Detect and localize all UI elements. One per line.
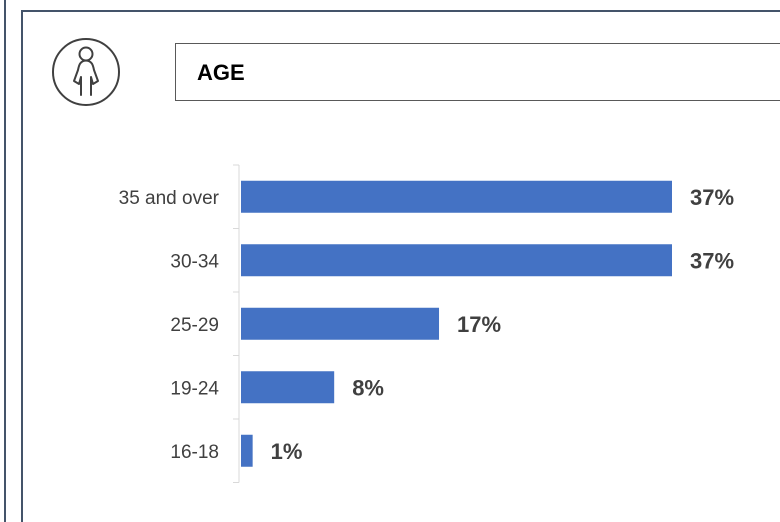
bar — [241, 180, 672, 213]
value-label: 8% — [352, 375, 384, 400]
left-panel-edge — [0, 0, 6, 522]
value-label: 37% — [690, 248, 734, 273]
female-person-icon — [50, 36, 122, 108]
category-label: 16-18 — [170, 442, 219, 463]
bar — [241, 371, 335, 404]
category-label: 25-29 — [170, 315, 219, 336]
category-label: 35 and over — [119, 188, 220, 209]
page-title: AGE — [197, 60, 245, 85]
value-label: 17% — [457, 312, 501, 337]
category-label: 30-34 — [170, 251, 219, 272]
value-label: 37% — [690, 185, 734, 210]
bar — [241, 307, 440, 340]
bar — [241, 434, 253, 467]
category-label: 19-24 — [170, 378, 219, 399]
title-box: AGE — [175, 43, 780, 101]
value-label: 1% — [271, 439, 303, 464]
bar — [241, 244, 672, 277]
